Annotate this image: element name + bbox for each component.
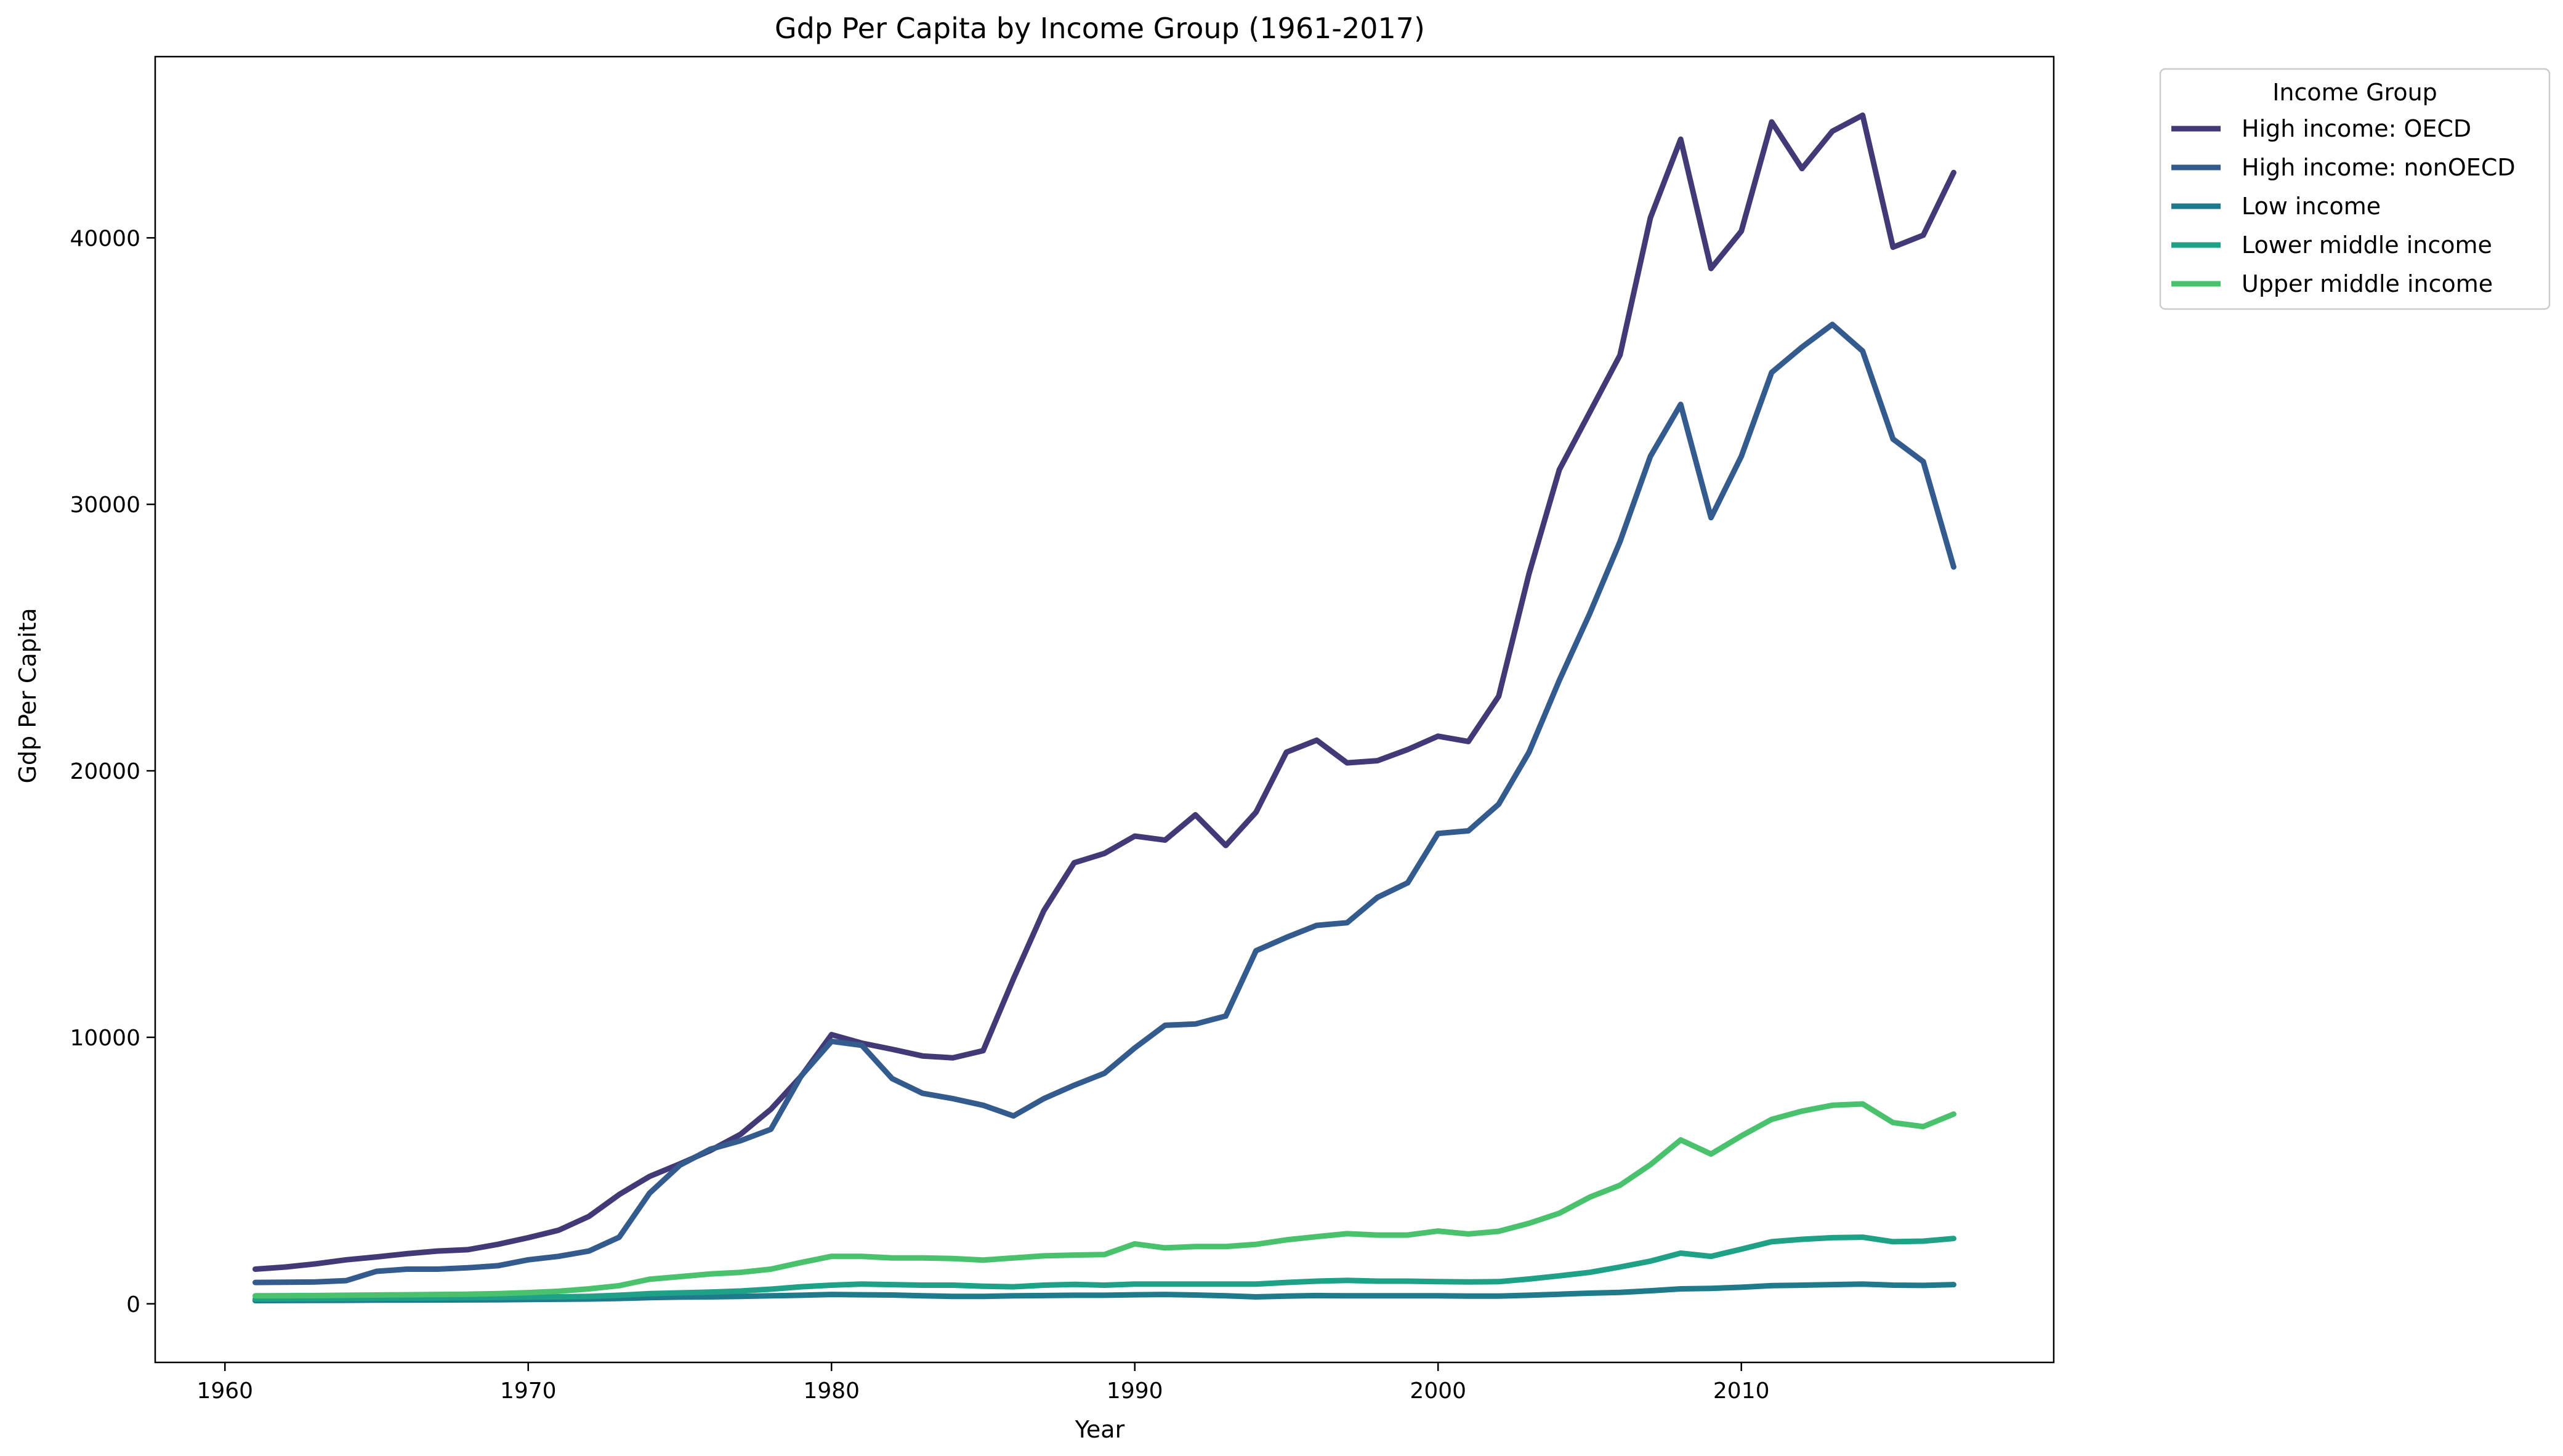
legend-label: High income: nonOECD — [2242, 154, 2516, 181]
y-tick-label: 20000 — [70, 759, 140, 784]
series-line-5 — [252, 1101, 1956, 1299]
legend-label: Upper middle income — [2242, 270, 2493, 297]
series-lines — [252, 112, 1956, 1304]
x-tick-label: 2010 — [1713, 1378, 1770, 1404]
legend-item: Upper middle income — [2171, 270, 2493, 297]
legend-items: High income: OECD High income: nonOECD Low… — [2171, 115, 2516, 297]
x-tick-label: 1980 — [803, 1378, 860, 1404]
x-axis-title: Year — [1075, 1416, 1125, 1443]
y-tick-label: 40000 — [70, 226, 140, 251]
x-tick-label: 1960 — [196, 1378, 253, 1404]
chart-title: Gdp Per Capita by Income Group (1961-201… — [775, 12, 1425, 45]
series-line-2 — [252, 321, 1956, 1285]
legend-item: Low income — [2171, 193, 2381, 220]
legend-label: High income: OECD — [2242, 115, 2471, 142]
x-tick-label: 2000 — [1410, 1378, 1466, 1404]
x-axis-ticks: 1960 1970 1980 1990 2000 2010 — [196, 1362, 1770, 1404]
x-tick-label: 1990 — [1107, 1378, 1163, 1404]
y-tick-label: 0 — [126, 1292, 140, 1317]
y-axis-title: Gdp Per Capita — [14, 608, 41, 783]
y-tick-label: 10000 — [70, 1026, 140, 1051]
legend-item: High income: OECD — [2171, 115, 2471, 142]
series-line-1 — [252, 112, 1956, 1272]
legend-title: Income Group — [2272, 79, 2437, 106]
y-tick-label: 30000 — [70, 493, 140, 518]
legend-item: High income: nonOECD — [2171, 154, 2516, 181]
legend-label: Lower middle income — [2242, 231, 2492, 259]
y-axis-ticks: 0 10000 20000 30000 40000 — [70, 226, 155, 1317]
x-tick-label: 1970 — [500, 1378, 557, 1404]
legend-item: Lower middle income — [2171, 231, 2492, 259]
series-line-4 — [252, 1234, 1956, 1302]
legend-box — [2159, 68, 2551, 310]
plot-area-frame — [154, 55, 2055, 1364]
legend-label: Low income — [2242, 193, 2381, 220]
